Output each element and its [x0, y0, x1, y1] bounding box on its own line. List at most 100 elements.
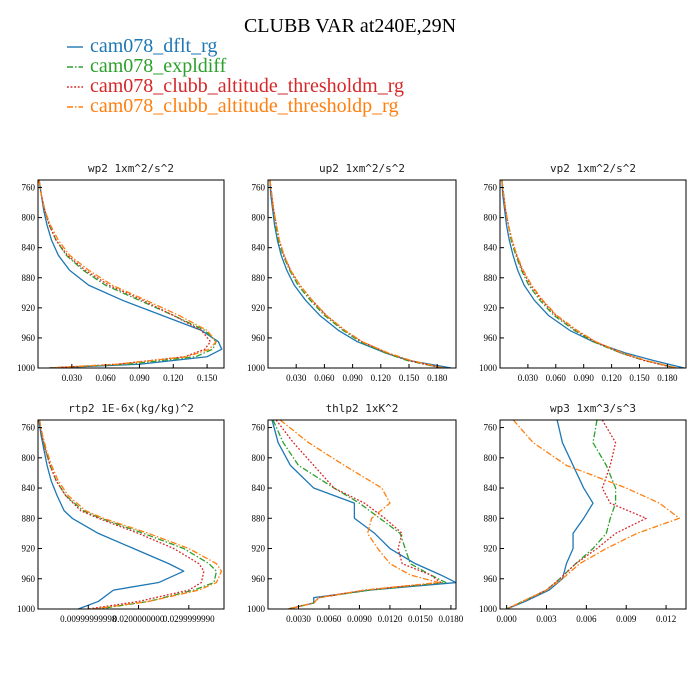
y-tick-label: 960: [252, 333, 266, 343]
x-tick-label: 0.030: [62, 373, 83, 383]
y-tick-label: 840: [252, 243, 266, 253]
x-tick-label: 0.0299999990: [163, 614, 215, 624]
series-line: [501, 180, 677, 368]
series-line: [269, 180, 452, 368]
x-tick-label: 0.060: [96, 373, 117, 383]
y-tick-label: 840: [22, 483, 36, 493]
x-tick-label: 0.0090: [347, 614, 372, 624]
y-tick-label: 880: [22, 273, 36, 283]
y-tick-label: 880: [484, 273, 498, 283]
figure-title: CLUBB VAR at240E,29N: [244, 15, 456, 37]
y-tick-label: 840: [484, 483, 498, 493]
series-line: [271, 420, 456, 609]
series-line: [38, 420, 205, 609]
x-tick-label: 0.150: [629, 373, 650, 383]
y-tick-label: 760: [22, 423, 36, 433]
panel-title: rtp2 1E-6x(kg/kg)^2: [68, 402, 194, 415]
series-line: [506, 420, 594, 609]
series-line: [38, 420, 185, 609]
panel-title: thlp2 1xK^2: [326, 402, 399, 415]
series-line: [269, 180, 444, 368]
y-tick-label: 840: [252, 483, 266, 493]
chart-panel: up2 1xm^2/s^2 760 800 840 880 920 960 1000 0.030…: [247, 162, 457, 383]
chart-panel: rtp2 1E-6x(kg/kg)^2 760 800 840 880 920 960 100…: [17, 402, 225, 624]
y-tick-label: 800: [252, 213, 266, 223]
x-tick-label: 0.0150: [408, 614, 433, 624]
y-tick-label: 960: [22, 574, 36, 584]
legend: cam078_dflt_rgcam078_expldiffcam078_club…: [67, 35, 404, 117]
y-tick-label: 760: [484, 183, 498, 193]
legend-entry: cam078_clubb_altitude_thresholdp_rg: [90, 95, 398, 117]
x-tick-label: 0.090: [342, 373, 363, 383]
series-line: [38, 420, 223, 609]
y-tick-label: 880: [252, 273, 266, 283]
x-tick-label: 0.0180: [439, 614, 464, 624]
x-tick-label: 0.0120: [378, 614, 403, 624]
legend-entry: cam078_expldiff: [90, 55, 227, 77]
y-tick-label: 1000: [247, 604, 266, 614]
x-tick-label: 0.120: [601, 373, 622, 383]
y-tick-label: 960: [484, 333, 498, 343]
x-tick-label: 0.000: [497, 614, 518, 624]
chart-panel: wp2 1xm^2/s^2 760 800 840 880 920 960 1000 0.030…: [17, 162, 225, 383]
y-tick-label: 840: [22, 243, 36, 253]
y-tick-label: 760: [484, 423, 498, 433]
y-tick-label: 1000: [17, 604, 36, 614]
x-tick-label: 0.090: [129, 373, 150, 383]
panel-title: up2 1xm^2/s^2: [319, 162, 405, 175]
y-tick-label: 760: [252, 423, 266, 433]
chart-panel: wp3 1xm^3/s^3 760 800 840 880 920 960 10000.000…: [479, 402, 687, 624]
y-tick-label: 800: [484, 453, 498, 463]
plot-frame: [499, 419, 687, 610]
series-line: [506, 420, 647, 609]
x-tick-label: 0.060: [314, 373, 335, 383]
series-line: [38, 180, 217, 368]
panels: wp2 1xm^2/s^2 760 800 840 880 920 960 1000 0.030…: [17, 162, 687, 624]
series-line: [38, 180, 223, 368]
panel-title: vp2 1xm^2/s^2: [550, 162, 636, 175]
y-tick-label: 920: [484, 544, 498, 554]
y-tick-label: 920: [252, 544, 266, 554]
y-tick-label: 920: [252, 303, 266, 313]
x-tick-label: 0.030: [518, 373, 539, 383]
x-tick-label: 0.120: [371, 373, 392, 383]
y-tick-label: 960: [252, 574, 266, 584]
y-tick-label: 760: [22, 183, 36, 193]
chart-panel: thlp2 1xK^2 760 800 840 880 920 960 1000 0.0030 0…: [247, 402, 464, 624]
series-line: [38, 420, 218, 609]
x-tick-label: 0.060: [546, 373, 567, 383]
plot-frame: [37, 419, 225, 610]
plot-frame: [267, 179, 457, 369]
y-tick-label: 920: [484, 303, 498, 313]
x-tick-label: 0.150: [197, 373, 218, 383]
panel-title: wp3 1xm^3/s^3: [550, 402, 636, 415]
y-tick-label: 960: [22, 333, 36, 343]
y-tick-label: 800: [252, 453, 266, 463]
x-tick-label: 0.006: [576, 614, 597, 624]
series-line: [279, 420, 440, 609]
y-tick-label: 800: [484, 213, 498, 223]
legend-entry: cam078_clubb_altitude_thresholdm_rg: [90, 75, 404, 97]
y-tick-label: 880: [22, 513, 36, 523]
panel-title: wp2 1xm^2/s^2: [88, 162, 174, 175]
x-tick-label: 0.150: [399, 373, 420, 383]
y-tick-label: 760: [252, 183, 266, 193]
series-line: [38, 180, 217, 368]
series-line: [506, 420, 617, 609]
series-line: [38, 180, 212, 368]
x-tick-label: 0.0060: [317, 614, 342, 624]
x-tick-label: 0.180: [427, 373, 448, 383]
y-tick-label: 1000: [17, 363, 36, 373]
x-tick-label: 0.012: [656, 614, 676, 624]
x-tick-label: 0.090: [574, 373, 595, 383]
x-tick-label: 0.003: [536, 614, 557, 624]
series-line: [506, 420, 681, 609]
y-tick-label: 1000: [479, 604, 498, 614]
y-tick-label: 800: [22, 453, 36, 463]
legend-entry: cam078_dflt_rg: [90, 35, 217, 57]
series-line: [269, 180, 443, 368]
y-tick-label: 920: [22, 303, 36, 313]
chart-panel: vp2 1xm^2/s^2 760 800 840 880 920 960 1000 0.030…: [479, 162, 687, 383]
x-tick-label: 0.00999999998: [60, 614, 117, 624]
